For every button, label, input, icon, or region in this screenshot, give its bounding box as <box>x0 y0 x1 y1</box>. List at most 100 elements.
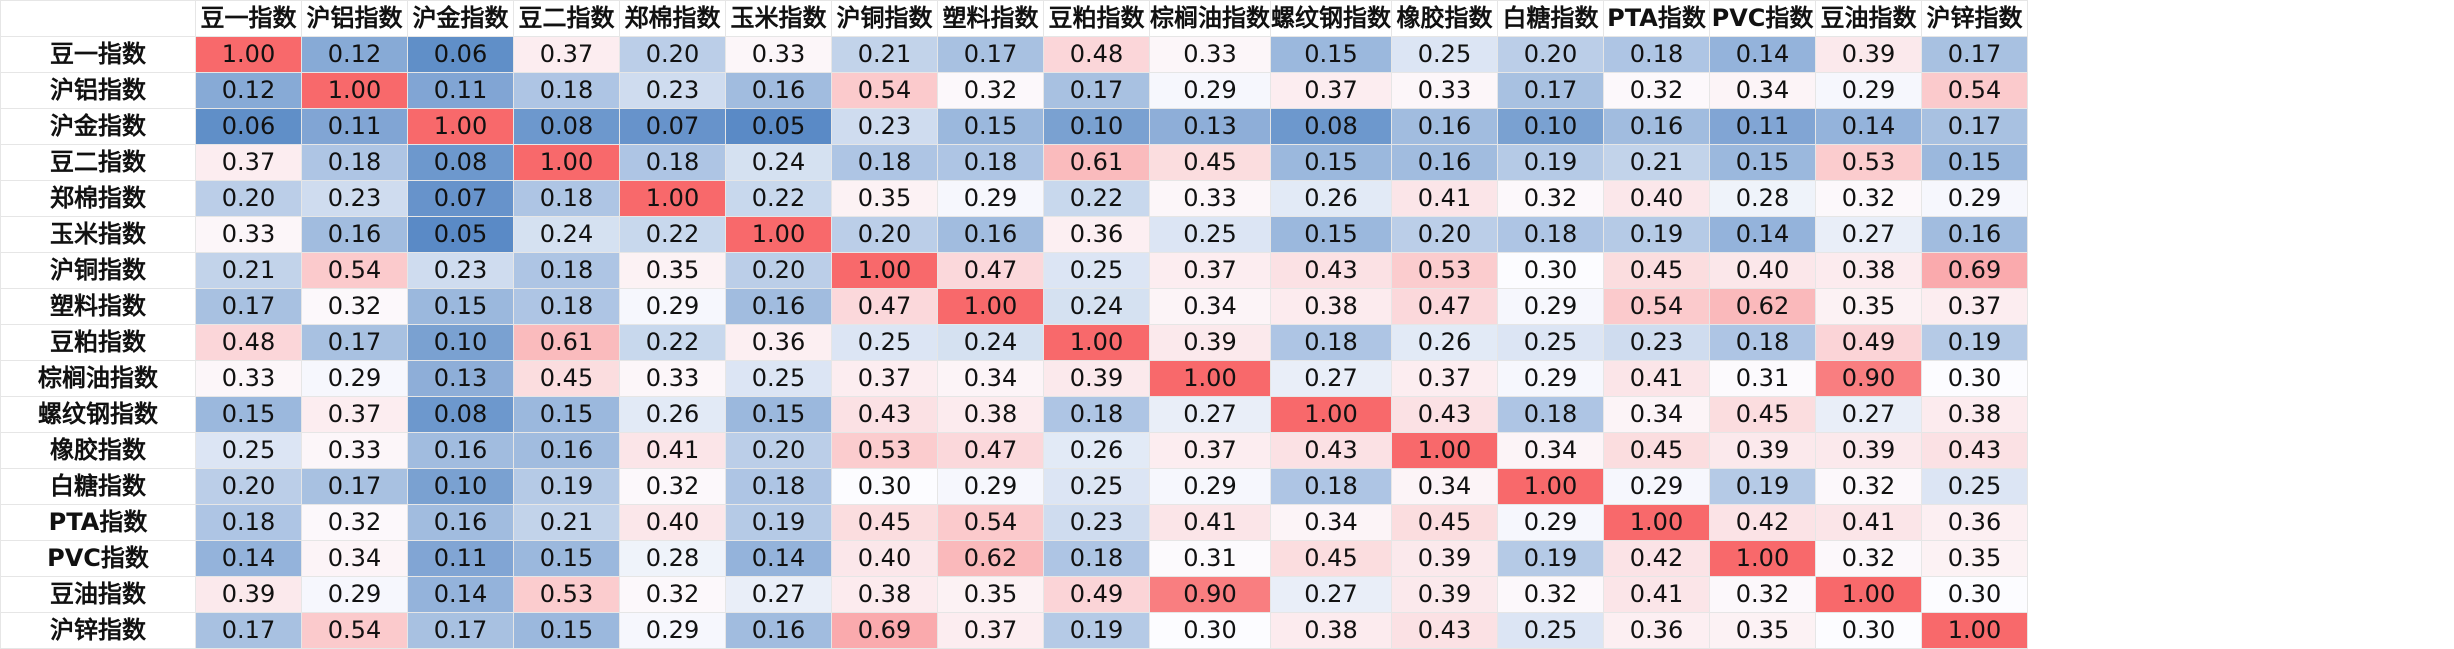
heatmap-cell[interactable]: 0.53 <box>1815 144 1922 181</box>
heatmap-cell[interactable]: 0.32 <box>1709 576 1816 613</box>
heatmap-cell[interactable]: 0.41 <box>1391 180 1498 217</box>
heatmap-cell[interactable]: 0.32 <box>1815 540 1922 577</box>
heatmap-cell[interactable]: 0.18 <box>1603 36 1710 73</box>
heatmap-cell[interactable]: 0.38 <box>1270 612 1392 649</box>
heatmap-cell[interactable]: 0.32 <box>937 72 1044 109</box>
heatmap-cell[interactable]: 0.26 <box>1043 432 1150 469</box>
heatmap-cell[interactable]: 0.16 <box>1391 144 1498 181</box>
heatmap-cell[interactable]: 0.20 <box>619 36 726 73</box>
heatmap-cell[interactable]: 0.18 <box>301 144 408 181</box>
heatmap-cell[interactable]: 0.15 <box>1921 144 2028 181</box>
heatmap-cell[interactable]: 0.29 <box>1815 72 1922 109</box>
heatmap-cell[interactable]: 0.38 <box>1921 396 2028 433</box>
heatmap-cell[interactable]: 0.15 <box>1270 144 1392 181</box>
heatmap-cell[interactable]: 1.00 <box>301 72 408 109</box>
heatmap-cell[interactable]: 0.32 <box>1603 72 1710 109</box>
column-header[interactable]: PVC指数 <box>1709 0 1816 37</box>
heatmap-cell[interactable]: 0.34 <box>1149 288 1271 325</box>
heatmap-cell[interactable]: 1.00 <box>1709 540 1816 577</box>
heatmap-cell[interactable]: 0.18 <box>1270 468 1392 505</box>
heatmap-cell[interactable]: 0.30 <box>831 468 938 505</box>
heatmap-cell[interactable]: 0.54 <box>1921 72 2028 109</box>
heatmap-cell[interactable]: 0.54 <box>301 252 408 289</box>
heatmap-cell[interactable]: 0.16 <box>725 288 832 325</box>
heatmap-cell[interactable]: 0.36 <box>1603 612 1710 649</box>
heatmap-cell[interactable]: 0.20 <box>1497 36 1604 73</box>
heatmap-cell[interactable]: 0.39 <box>1391 576 1498 613</box>
heatmap-cell[interactable]: 1.00 <box>1043 324 1150 361</box>
heatmap-cell[interactable]: 0.36 <box>725 324 832 361</box>
heatmap-cell[interactable]: 0.25 <box>1497 324 1604 361</box>
heatmap-cell[interactable]: 0.37 <box>937 612 1044 649</box>
heatmap-cell[interactable]: 0.23 <box>301 180 408 217</box>
heatmap-cell[interactable]: 0.30 <box>1815 612 1922 649</box>
heatmap-cell[interactable]: 0.34 <box>937 360 1044 397</box>
heatmap-cell[interactable]: 0.18 <box>513 72 620 109</box>
heatmap-cell[interactable]: 0.29 <box>1497 360 1604 397</box>
row-header[interactable]: 沪铝指数 <box>0 72 196 109</box>
heatmap-cell[interactable]: 0.12 <box>301 36 408 73</box>
heatmap-cell[interactable]: 0.33 <box>1149 180 1271 217</box>
heatmap-cell[interactable]: 0.61 <box>513 324 620 361</box>
heatmap-cell[interactable]: 0.34 <box>1603 396 1710 433</box>
heatmap-cell[interactable]: 1.00 <box>513 144 620 181</box>
heatmap-cell[interactable]: 0.23 <box>619 72 726 109</box>
heatmap-cell[interactable]: 1.00 <box>1270 396 1392 433</box>
heatmap-cell[interactable]: 0.15 <box>937 108 1044 145</box>
heatmap-cell[interactable]: 0.20 <box>1391 216 1498 253</box>
heatmap-cell[interactable]: 0.35 <box>831 180 938 217</box>
heatmap-cell[interactable]: 0.17 <box>195 288 302 325</box>
heatmap-cell[interactable]: 0.35 <box>1921 540 2028 577</box>
heatmap-cell[interactable]: 0.47 <box>1391 288 1498 325</box>
heatmap-cell[interactable]: 0.27 <box>1149 396 1271 433</box>
heatmap-cell[interactable]: 0.39 <box>1043 360 1150 397</box>
heatmap-cell[interactable]: 0.32 <box>619 576 726 613</box>
heatmap-cell[interactable]: 0.24 <box>513 216 620 253</box>
heatmap-cell[interactable]: 0.16 <box>725 612 832 649</box>
heatmap-cell[interactable]: 0.30 <box>1921 360 2028 397</box>
heatmap-cell[interactable]: 0.25 <box>1497 612 1604 649</box>
heatmap-cell[interactable]: 0.42 <box>1709 504 1816 541</box>
heatmap-cell[interactable]: 0.45 <box>1603 252 1710 289</box>
heatmap-cell[interactable]: 0.19 <box>1497 540 1604 577</box>
heatmap-cell[interactable]: 0.15 <box>407 288 514 325</box>
heatmap-cell[interactable]: 0.32 <box>301 504 408 541</box>
heatmap-cell[interactable]: 0.19 <box>1043 612 1150 649</box>
heatmap-cell[interactable]: 0.15 <box>1709 144 1816 181</box>
heatmap-cell[interactable]: 0.39 <box>195 576 302 613</box>
heatmap-cell[interactable]: 0.25 <box>1921 468 2028 505</box>
heatmap-cell[interactable]: 0.37 <box>1921 288 2028 325</box>
heatmap-cell[interactable]: 0.21 <box>513 504 620 541</box>
heatmap-cell[interactable]: 0.17 <box>1921 36 2028 73</box>
heatmap-cell[interactable]: 0.07 <box>407 180 514 217</box>
heatmap-cell[interactable]: 0.25 <box>1043 252 1150 289</box>
heatmap-cell[interactable]: 0.30 <box>1497 252 1604 289</box>
heatmap-cell[interactable]: 0.06 <box>195 108 302 145</box>
heatmap-cell[interactable]: 0.47 <box>937 432 1044 469</box>
column-header[interactable]: 塑料指数 <box>937 0 1044 37</box>
heatmap-cell[interactable]: 0.27 <box>1270 360 1392 397</box>
heatmap-cell[interactable]: 0.30 <box>1921 576 2028 613</box>
row-header[interactable]: 棕榈油指数 <box>0 360 196 397</box>
heatmap-cell[interactable]: 0.22 <box>619 216 726 253</box>
heatmap-cell[interactable]: 0.18 <box>1497 216 1604 253</box>
heatmap-cell[interactable]: 0.45 <box>1709 396 1816 433</box>
heatmap-cell[interactable]: 0.37 <box>195 144 302 181</box>
heatmap-cell[interactable]: 0.49 <box>1043 576 1150 613</box>
heatmap-cell[interactable]: 0.41 <box>1603 360 1710 397</box>
row-header[interactable]: PVC指数 <box>0 540 196 577</box>
heatmap-cell[interactable]: 0.10 <box>407 468 514 505</box>
heatmap-cell[interactable]: 0.33 <box>619 360 726 397</box>
heatmap-cell[interactable]: 0.34 <box>1709 72 1816 109</box>
heatmap-cell[interactable]: 0.23 <box>407 252 514 289</box>
heatmap-cell[interactable]: 0.05 <box>407 216 514 253</box>
heatmap-cell[interactable]: 0.38 <box>937 396 1044 433</box>
heatmap-cell[interactable]: 0.43 <box>1391 396 1498 433</box>
heatmap-cell[interactable]: 0.69 <box>831 612 938 649</box>
heatmap-cell[interactable]: 0.27 <box>1815 216 1922 253</box>
heatmap-cell[interactable]: 0.18 <box>1043 396 1150 433</box>
heatmap-cell[interactable]: 0.14 <box>407 576 514 613</box>
heatmap-cell[interactable]: 0.17 <box>407 612 514 649</box>
heatmap-cell[interactable]: 0.08 <box>407 396 514 433</box>
heatmap-cell[interactable]: 0.26 <box>1270 180 1392 217</box>
